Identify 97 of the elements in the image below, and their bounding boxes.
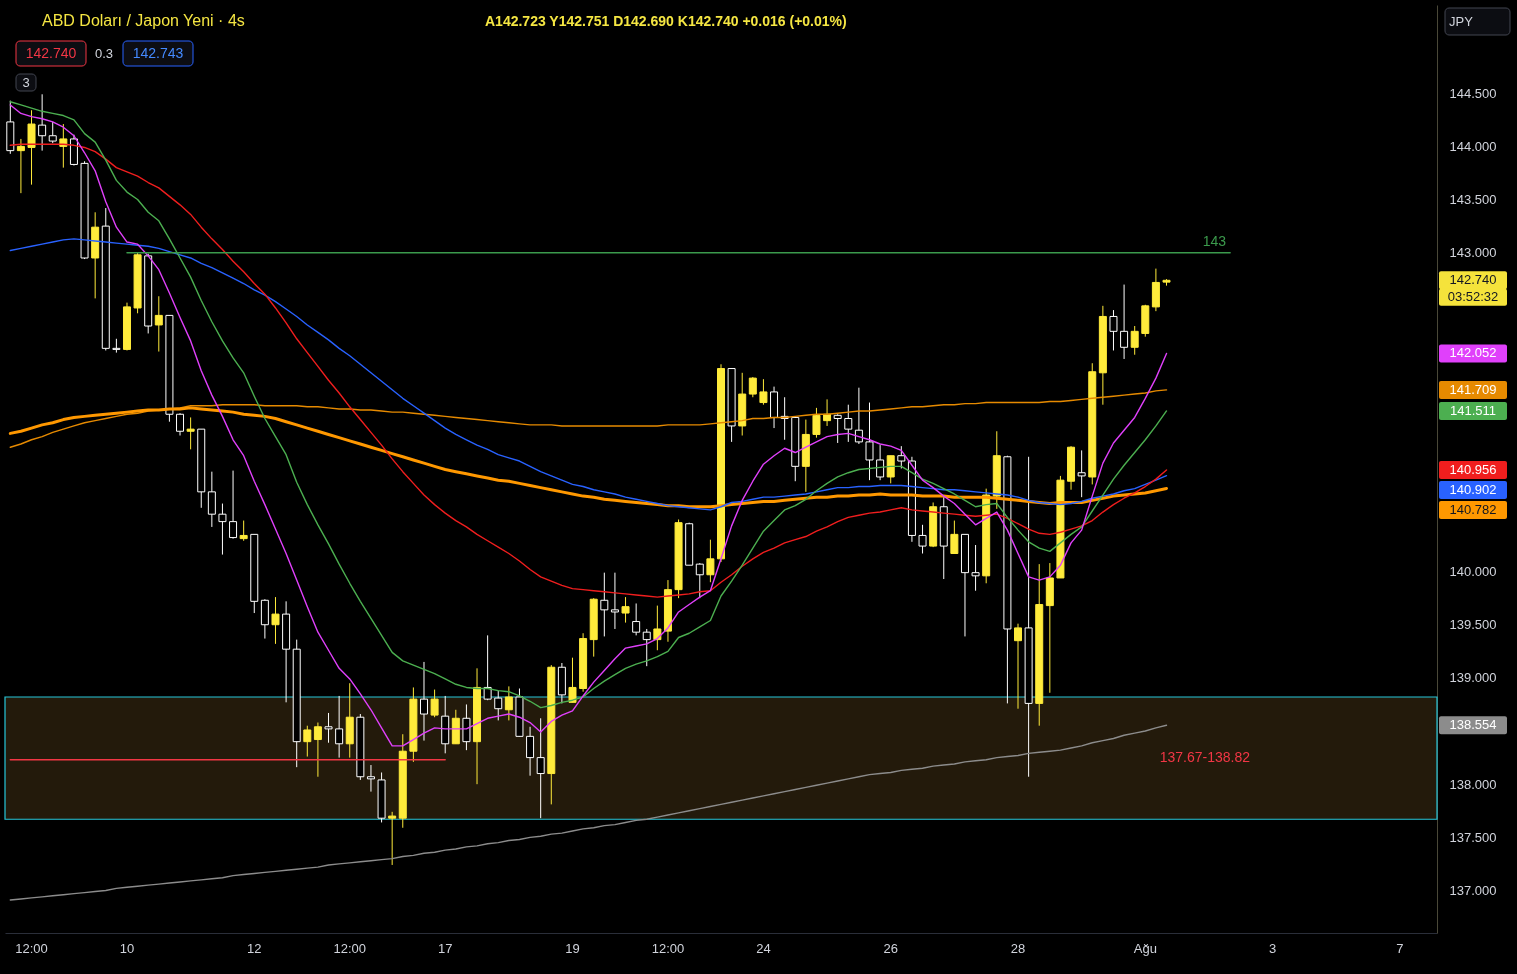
candlestick <box>154 295 163 353</box>
candlestick <box>568 657 577 703</box>
candlestick <box>1077 449 1086 498</box>
candlestick <box>207 471 216 528</box>
candlestick <box>271 596 280 645</box>
candlestick <box>176 412 185 437</box>
candlestick <box>610 572 619 630</box>
candlestick <box>462 703 471 751</box>
candlestick <box>239 520 248 542</box>
y-tick-label: 137.000 <box>1449 882 1497 898</box>
text: 141.511 <box>1449 402 1497 418</box>
candlestick <box>833 413 842 444</box>
candlestick <box>876 444 885 481</box>
y-tick-label: 144.500 <box>1449 85 1497 101</box>
annotation: 142.743 <box>132 44 184 61</box>
x-tick-label: 12:00 <box>651 940 685 956</box>
annotation: 3 <box>22 74 30 90</box>
candlestick <box>632 602 641 636</box>
candlestick <box>483 634 492 701</box>
x-tick-label: Ağu <box>1133 940 1157 956</box>
x-tick-label: 28 <box>1010 940 1026 956</box>
candlestick <box>526 726 535 777</box>
x-tick-label: 24 <box>756 940 771 956</box>
y-tick-label: 140.000 <box>1449 564 1497 580</box>
candlestick <box>324 712 333 744</box>
x-tick-label: 12 <box>247 940 262 956</box>
y-tick-label: 143.500 <box>1449 192 1497 208</box>
x-tick-label: 19 <box>565 940 580 956</box>
candlestick <box>504 685 513 721</box>
chart-title: ABD Doları / Japon Yeni · 4s <box>42 12 245 29</box>
candlestick <box>313 722 322 778</box>
text: JPY <box>1449 13 1474 29</box>
text: 142.052 <box>1449 345 1497 361</box>
candlestick <box>229 470 238 540</box>
x-tick-label: 10 <box>119 940 135 956</box>
candlestick <box>844 404 853 443</box>
y-tick-label: 138.000 <box>1449 776 1497 792</box>
candlestick <box>494 690 503 721</box>
x-tick-label: 12:00 <box>333 940 367 956</box>
series-label: 143 <box>1202 232 1227 249</box>
text: 140.902 <box>1449 481 1497 497</box>
candlestick <box>759 378 768 406</box>
candlestick <box>16 138 25 194</box>
candlestick <box>536 717 545 819</box>
candlestick <box>1014 623 1023 710</box>
text: 138.554 <box>1449 717 1497 733</box>
annotation: 0.3 <box>94 45 114 61</box>
candlestick <box>38 93 47 152</box>
text: 142.740 <box>1449 272 1497 288</box>
candlestick <box>621 596 630 624</box>
candlestick <box>865 402 874 481</box>
y-tick-label: 144.000 <box>1449 138 1497 154</box>
x-tick-label: 7 <box>1396 940 1404 956</box>
candlestick <box>218 503 227 556</box>
candlestick <box>642 628 651 667</box>
candlestick <box>706 539 715 583</box>
candlestick <box>918 524 927 555</box>
line-series <box>9 389 1168 448</box>
y-tick-label: 139.000 <box>1449 670 1497 686</box>
candlestick <box>1120 284 1129 360</box>
candlestick <box>748 376 757 398</box>
candlestick <box>335 695 344 759</box>
candlestick <box>950 520 959 555</box>
y-tick-label: 137.500 <box>1449 829 1497 845</box>
candlestick <box>812 407 821 439</box>
candlestick <box>971 544 980 592</box>
text: 03:52:32 <box>1447 289 1499 305</box>
annotation: 142.740 <box>25 44 77 61</box>
candlestick <box>366 764 375 793</box>
candlestick <box>48 121 57 144</box>
text: 140.956 <box>1449 461 1497 477</box>
text: 141.709 <box>1449 381 1497 397</box>
candlestick <box>430 689 439 718</box>
y-tick-label: 139.500 <box>1449 617 1497 633</box>
line-series <box>8 406 1169 509</box>
candlestick <box>897 445 906 469</box>
candlestick <box>303 725 312 758</box>
x-tick-label: 12:00 <box>15 940 48 956</box>
text: 140.782 <box>1449 501 1497 517</box>
candlestick <box>854 387 863 445</box>
candlestick <box>1109 309 1118 351</box>
candlestick <box>186 416 195 450</box>
x-tick-label: 17 <box>437 940 453 956</box>
x-tick-label: 26 <box>883 940 898 956</box>
candlestick <box>886 455 895 484</box>
line-series <box>9 238 1168 511</box>
band-label: 137.67-138.82 <box>1159 749 1251 766</box>
y-tick-label: 143.000 <box>1449 245 1497 261</box>
candlestick <box>27 109 36 186</box>
text: A142.723 Y142.751 D142.690 K142.740 +0.016 (+0.01%) <box>485 13 847 29</box>
x-tick-label: 3 <box>1268 940 1277 956</box>
candlestick <box>388 811 397 866</box>
candlestick <box>419 661 428 742</box>
candlestick <box>653 605 662 651</box>
candlestick <box>695 562 704 599</box>
candlestick <box>1130 325 1139 356</box>
candlestick <box>600 572 609 637</box>
